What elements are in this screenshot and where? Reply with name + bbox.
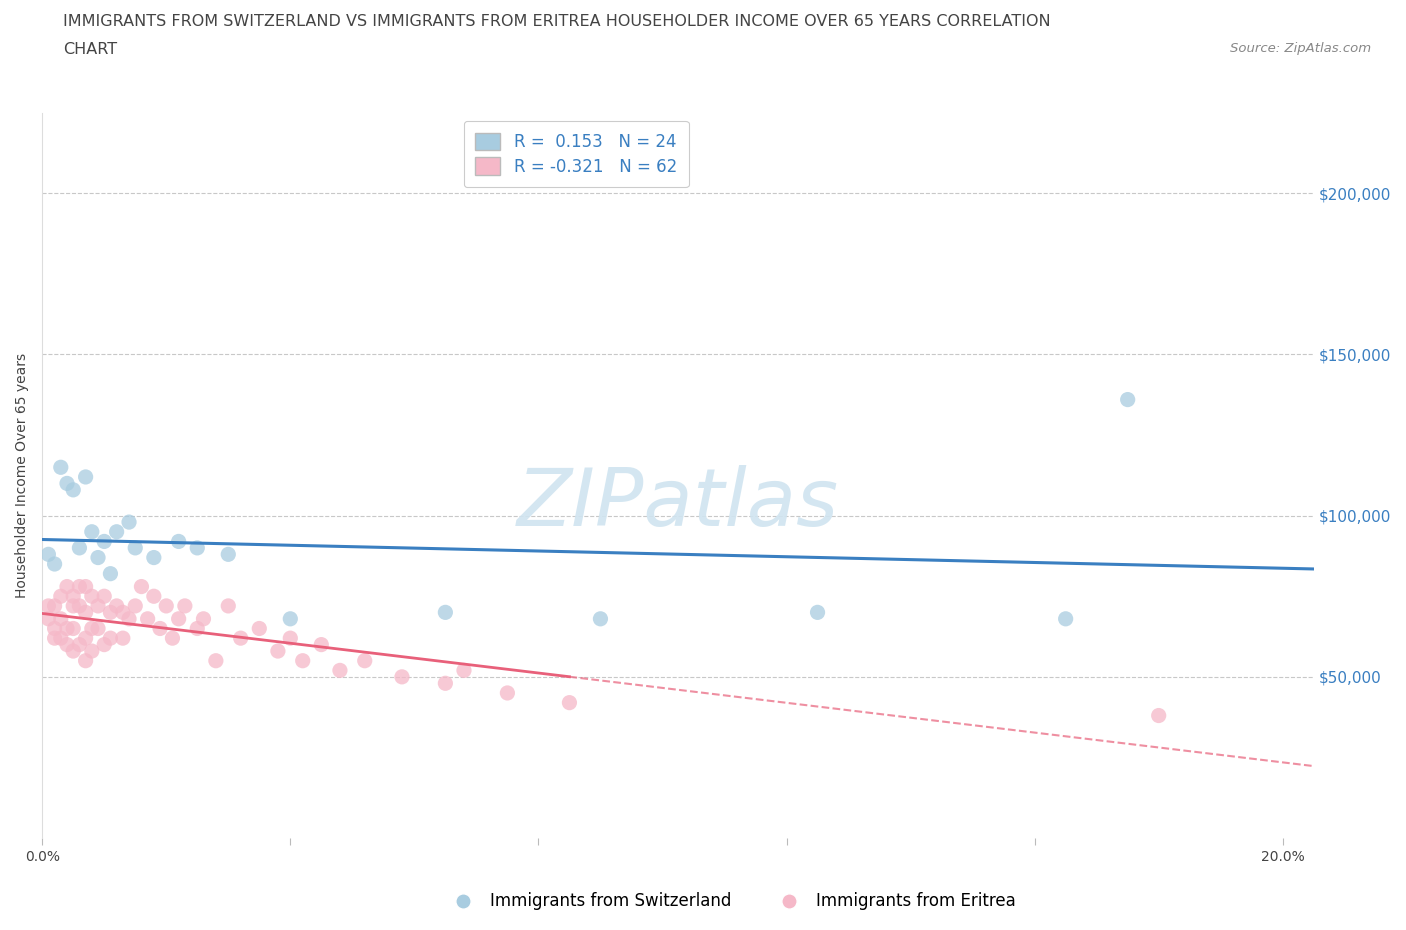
Point (118, 611, 141, 626)
Point (311, 637, 333, 652)
Point (193, 611, 215, 626)
Point (136, 611, 159, 626)
Legend: R =  0.153   N = 24, R = -0.321   N = 62: R = 0.153 N = 24, R = -0.321 N = 62 (464, 121, 689, 187)
Y-axis label: Householder Income Over 65 years: Householder Income Over 65 years (15, 352, 30, 598)
Point (173, 599, 195, 614)
Point (93, 589, 115, 604)
Point (111, 631, 134, 645)
Point (186, 540, 208, 555)
Point (167, 534, 190, 549)
Point (1147, 708, 1170, 723)
Point (167, 611, 190, 626)
Point (67, 599, 90, 614)
Point (142, 551, 165, 565)
Point (56, 579, 79, 594)
Point (44, 599, 66, 614)
Point (391, 670, 413, 684)
Point (37, 611, 59, 626)
Point (142, 589, 165, 604)
Point (105, 599, 128, 614)
Point (111, 604, 134, 619)
Point (56, 621, 79, 636)
Point (62, 599, 84, 614)
Point (80, 525, 103, 539)
Point (67, 637, 90, 652)
Point (62, 644, 84, 658)
Point (105, 525, 128, 539)
Point (44, 621, 66, 636)
Point (44, 556, 66, 571)
Point (806, 604, 828, 619)
Point (56, 476, 79, 491)
Point (87, 551, 110, 565)
Point (267, 644, 290, 658)
Point (62, 589, 84, 604)
Point (558, 696, 581, 711)
Point (93, 534, 115, 549)
Point (434, 676, 457, 691)
Point (131, 579, 153, 594)
Point (496, 685, 519, 700)
Point (247, 621, 270, 636)
Point (100, 604, 122, 619)
Point (75, 653, 97, 668)
Point (353, 653, 375, 668)
Point (67, 540, 90, 555)
Point (80, 589, 103, 604)
Point (229, 631, 252, 645)
Text: IMMIGRANTS FROM SWITZERLAND VS IMMIGRANTS FROM ERITREA HOUSEHOLDER INCOME OVER 6: IMMIGRANTS FROM SWITZERLAND VS IMMIGRANT… (63, 14, 1050, 29)
Point (87, 621, 110, 636)
Point (162, 631, 184, 645)
Point (278, 611, 301, 626)
Point (49, 459, 72, 474)
Text: ZIPatlas: ZIPatlas (517, 465, 839, 543)
Point (75, 470, 97, 485)
Point (100, 631, 122, 645)
Point (291, 653, 314, 668)
Point (75, 631, 97, 645)
Point (124, 540, 146, 555)
Legend: Immigrants from Switzerland, Immigrants from Eritrea: Immigrants from Switzerland, Immigrants … (440, 885, 1022, 917)
Point (118, 514, 141, 529)
Point (75, 579, 97, 594)
Point (155, 599, 177, 614)
Point (124, 599, 146, 614)
Point (80, 644, 103, 658)
Point (93, 637, 115, 652)
Point (44, 631, 66, 645)
Point (278, 631, 301, 645)
Point (80, 621, 103, 636)
Point (56, 637, 79, 652)
Text: CHART: CHART (63, 42, 117, 57)
Point (75, 604, 97, 619)
Point (37, 547, 59, 562)
Point (49, 611, 72, 626)
Point (217, 547, 239, 562)
Point (217, 599, 239, 614)
Point (589, 611, 612, 626)
Point (49, 631, 72, 645)
Point (149, 621, 172, 636)
Point (186, 621, 208, 636)
Point (453, 663, 475, 678)
Point (434, 604, 457, 619)
Point (87, 599, 110, 614)
Point (205, 653, 228, 668)
Text: Source: ZipAtlas.com: Source: ZipAtlas.com (1230, 42, 1371, 55)
Point (62, 621, 84, 636)
Point (329, 663, 352, 678)
Point (62, 483, 84, 498)
Point (1054, 611, 1077, 626)
Point (37, 599, 59, 614)
Point (1116, 392, 1139, 407)
Point (49, 589, 72, 604)
Point (100, 566, 122, 581)
Point (67, 579, 90, 594)
